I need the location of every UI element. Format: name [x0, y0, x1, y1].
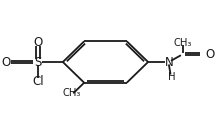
- Text: O: O: [33, 36, 42, 49]
- Text: N: N: [165, 56, 173, 68]
- Text: O: O: [1, 56, 11, 68]
- Text: H: H: [168, 72, 175, 82]
- Text: S: S: [34, 56, 41, 68]
- Text: CH₃: CH₃: [174, 38, 192, 48]
- Text: O: O: [205, 48, 214, 61]
- Text: CH₃: CH₃: [63, 88, 81, 98]
- Text: Cl: Cl: [32, 75, 44, 88]
